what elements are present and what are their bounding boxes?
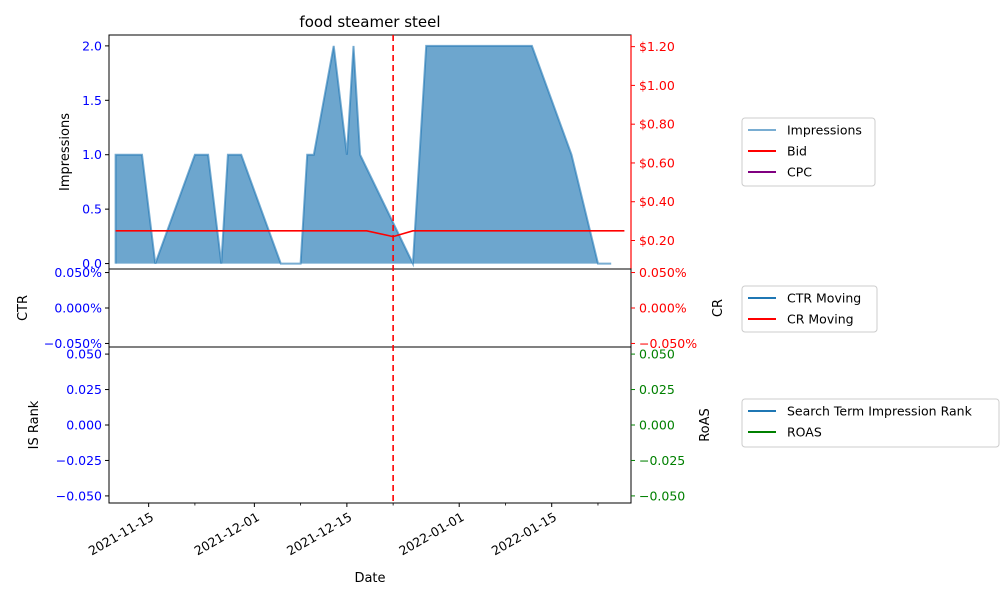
left-tick-label: 1.5 — [82, 93, 102, 108]
left-tick-label: 0.5 — [82, 202, 102, 217]
right-tick-label: −0.050 — [639, 488, 685, 503]
left-axis-label-middle: CTR — [16, 295, 31, 321]
right-axis-label-middle: CR — [711, 299, 726, 317]
x-tick-label: 2021-12-01 — [191, 509, 261, 558]
x-tick-label: 2022-01-01 — [396, 509, 466, 558]
left-tick-label: 0.050% — [54, 265, 102, 280]
left-axis-label-top: Impressions — [58, 113, 73, 191]
legend-box-top — [741, 117, 876, 187]
left-tick-label: 0.050 — [66, 347, 102, 362]
left-tick-label: 1.0 — [82, 147, 102, 162]
right-tick-label: 0.050% — [639, 265, 687, 280]
right-axis-label-bottom: RoAS — [698, 408, 713, 442]
right-tick-label: $0.40 — [639, 194, 675, 209]
right-tick-label: $1.00 — [639, 78, 675, 93]
left-tick-label: 0.000% — [54, 301, 102, 316]
right-tick-label: −0.050% — [639, 336, 697, 351]
right-tick-label: $0.20 — [639, 233, 675, 248]
left-tick-label: −0.050 — [56, 488, 102, 503]
right-tick-label: 0.000 — [639, 418, 675, 433]
x-tick-label: 2022-01-15 — [489, 509, 559, 558]
x-axis-label: Date — [354, 571, 385, 586]
panel-frame-middle — [108, 268, 632, 348]
right-tick-label: 0.025 — [639, 382, 675, 397]
x-tick-label: 2021-11-15 — [86, 509, 156, 558]
right-tick-label: 0.050 — [639, 347, 675, 362]
legend-label: CPC — [787, 165, 812, 180]
right-tick-label: $1.20 — [639, 39, 675, 54]
left-tick-label: 0.0 — [82, 256, 102, 271]
chart-title: food steamer steel — [299, 13, 440, 31]
left-tick-label: 0.025 — [66, 382, 102, 397]
left-axis-label-bottom: IS Rank — [27, 400, 42, 449]
legend-label: ROAS — [787, 425, 822, 440]
right-tick-label: $0.60 — [639, 155, 675, 170]
left-tick-label: −0.050% — [44, 336, 102, 351]
right-tick-label: 0.000% — [639, 301, 687, 316]
impressions-area-line — [114, 44, 612, 268]
left-tick-label: 2.0 — [82, 38, 102, 53]
legend-label: CR Moving — [787, 312, 854, 327]
right-tick-label: $0.80 — [639, 117, 675, 132]
impressions-area-fill — [115, 45, 612, 264]
legend-label: CTR Moving — [787, 291, 861, 306]
left-tick-label: −0.025 — [56, 453, 102, 468]
legend-box-bottom — [741, 398, 1000, 448]
left-tick-label: 0.000 — [66, 418, 102, 433]
legend-label: Search Term Impression Rank — [787, 404, 973, 419]
legend-label: Bid — [787, 144, 807, 159]
legend-label: Impressions — [787, 123, 862, 138]
x-tick-label: 2021-12-15 — [284, 509, 354, 558]
right-tick-label: −0.025 — [639, 453, 685, 468]
panel-frame-bottom — [108, 346, 632, 504]
